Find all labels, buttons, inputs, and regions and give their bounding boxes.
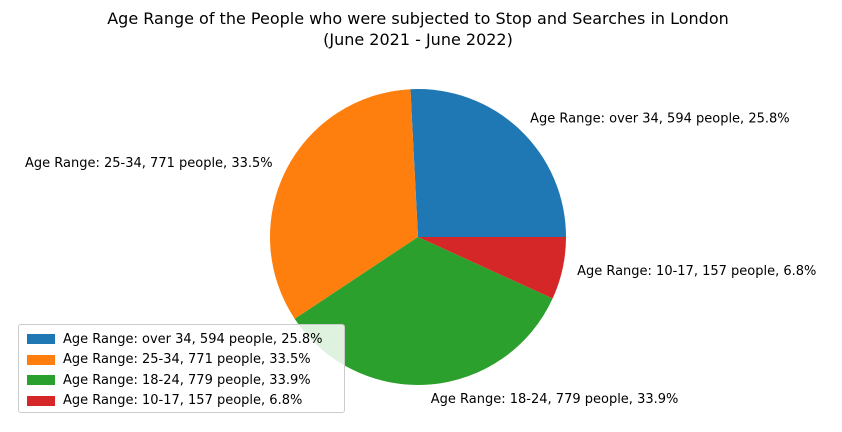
chart-title-line2: (June 2021 - June 2022) xyxy=(323,30,513,49)
pie-slice-over-34 xyxy=(410,89,566,237)
legend-item-10-17: Age Range: 10-17, 157 people, 6.8% xyxy=(27,391,344,412)
legend-label-18-24: Age Range: 18-24, 779 people, 33.9% xyxy=(63,372,311,388)
slice-label-10-17: Age Range: 10-17, 157 people, 6.8% xyxy=(577,264,816,279)
pie-slice-25-34 xyxy=(270,89,418,319)
legend-label-10-17: Age Range: 10-17, 157 people, 6.8% xyxy=(63,393,303,409)
legend-swatch-18-24 xyxy=(27,375,55,386)
legend-item-25-34: Age Range: 25-34, 771 people, 33.5% xyxy=(27,350,344,371)
slice-label-18-24: Age Range: 18-24, 779 people, 33.9% xyxy=(431,392,679,407)
slice-label-25-34: Age Range: 25-34, 771 people, 33.5% xyxy=(25,156,273,171)
legend-label-over-34: Age Range: over 34, 594 people, 25.8% xyxy=(63,331,323,347)
chart-title-line1: Age Range of the People who were subject… xyxy=(107,9,729,28)
legend-swatch-over-34 xyxy=(27,334,55,345)
legend: Age Range: over 34, 594 people, 25.8% Ag… xyxy=(18,324,345,413)
slice-label-over-34: Age Range: over 34, 594 people, 25.8% xyxy=(530,111,790,126)
chart-title: Age Range of the People who were subject… xyxy=(0,8,836,50)
legend-label-25-34: Age Range: 25-34, 771 people, 33.5% xyxy=(63,352,311,368)
pie-slice-10-17 xyxy=(418,237,566,299)
legend-item-18-24: Age Range: 18-24, 779 people, 33.9% xyxy=(27,370,344,391)
legend-swatch-10-17 xyxy=(27,395,55,406)
legend-swatch-25-34 xyxy=(27,354,55,365)
pie-slice-18-24 xyxy=(294,237,553,385)
legend-item-over-34: Age Range: over 34, 594 people, 25.8% xyxy=(27,329,344,350)
